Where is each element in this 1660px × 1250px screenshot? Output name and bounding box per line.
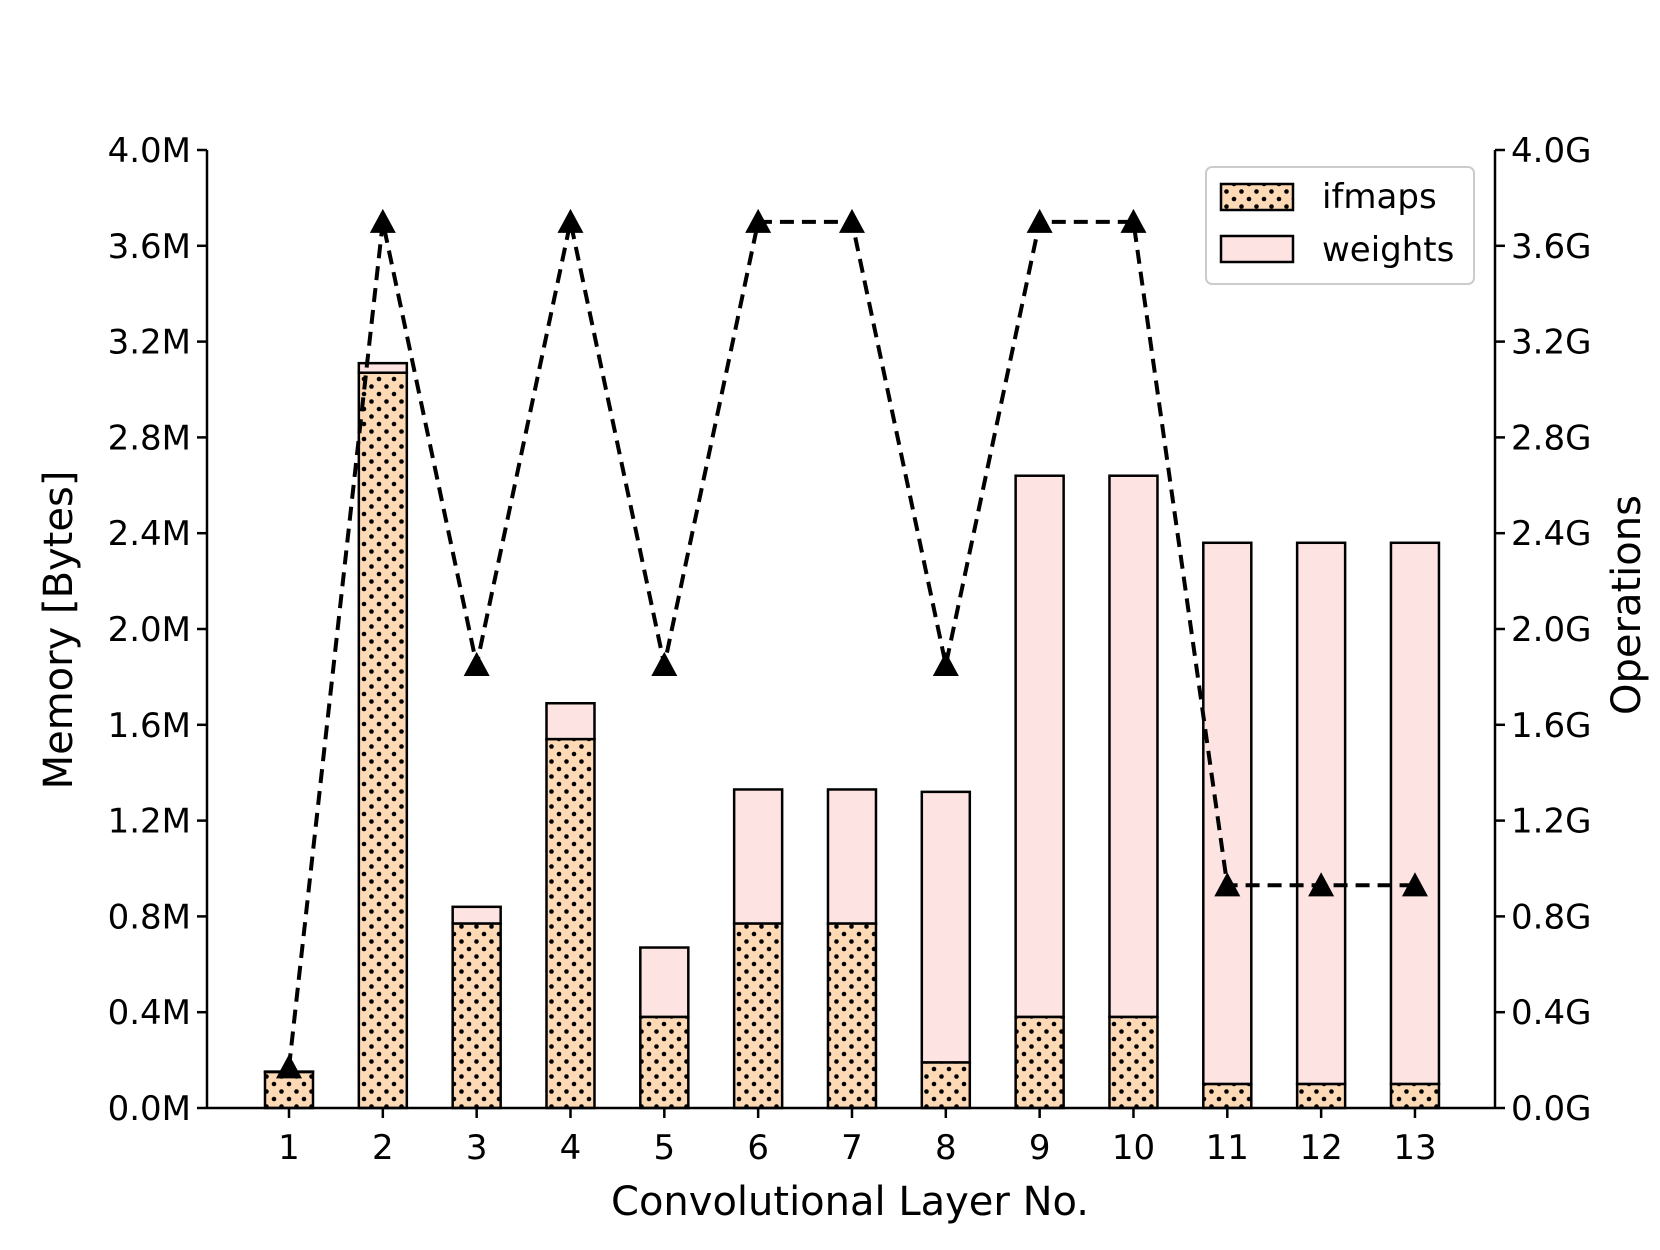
x-tick-label: 10 (1112, 1128, 1155, 1168)
x-tick-label: 6 (747, 1128, 769, 1168)
bar-ifmaps-layer-6 (734, 924, 782, 1108)
y-tick-label: 1.6M (108, 706, 191, 746)
legend: ifmaps weights (1206, 167, 1474, 284)
y2-tick-label: 2.0G (1511, 610, 1591, 650)
bar-ifmaps-layer-8 (922, 1062, 970, 1108)
x-tick-label: 5 (653, 1128, 675, 1168)
y-tick-label: 0.8M (108, 897, 191, 937)
x-tick-label: 3 (466, 1128, 488, 1168)
bar-ifmaps-layer-4 (546, 739, 594, 1108)
bar-weights-layer-4 (546, 703, 594, 739)
bar-ifmaps-layer-11 (1203, 1084, 1251, 1108)
bar-ifmaps-layer-10 (1109, 1017, 1157, 1108)
x-tick-label: 2 (372, 1128, 394, 1168)
y2-tick-label: 3.2G (1511, 323, 1591, 363)
operations-marker-layer-5 (651, 652, 677, 676)
bar-ifmaps-layer-13 (1391, 1084, 1439, 1108)
legend-label-ifmaps: ifmaps (1322, 177, 1437, 217)
bar-ifmaps-layer-7 (828, 924, 876, 1108)
legend-swatch-ifmaps (1221, 184, 1293, 210)
y-tick-label: 1.2M (108, 802, 191, 842)
x-tick-label: 4 (560, 1128, 582, 1168)
x-tick-label: 12 (1299, 1128, 1342, 1168)
bars-layer (265, 363, 1439, 1108)
y-tick-label: 3.6M (108, 227, 191, 267)
bar-ifmaps-layer-5 (640, 1017, 688, 1108)
operations-marker-layer-2 (370, 209, 396, 233)
bar-weights-layer-13 (1391, 543, 1439, 1084)
operations-marker-layer-1 (276, 1054, 302, 1078)
y2-tick-label: 4.0G (1511, 131, 1591, 171)
bar-weights-layer-9 (1016, 476, 1064, 1017)
x-tick-label: 8 (935, 1128, 957, 1168)
bar-weights-layer-7 (828, 789, 876, 923)
x-tick-label: 9 (1029, 1128, 1051, 1168)
x-tick-label: 11 (1206, 1128, 1249, 1168)
bar-weights-layer-6 (734, 789, 782, 923)
y-tick-label: 2.0M (108, 610, 191, 650)
legend-label-weights: weights (1322, 230, 1454, 270)
bar-weights-layer-10 (1109, 476, 1157, 1017)
bar-weights-layer-5 (640, 948, 688, 1017)
y2-tick-label: 1.6G (1511, 706, 1591, 746)
bar-weights-layer-8 (922, 792, 970, 1063)
bar-weights-layer-11 (1203, 543, 1251, 1084)
x-tick-label: 13 (1393, 1128, 1436, 1168)
bar-weights-layer-12 (1297, 543, 1345, 1084)
operations-marker-layer-9 (1027, 209, 1053, 233)
y-tick-label: 4.0M (108, 131, 191, 171)
operations-marker-layer-3 (464, 652, 490, 676)
operations-marker-layer-8 (933, 652, 959, 676)
y2-tick-label: 0.4G (1511, 993, 1591, 1033)
y2-tick-label: 2.8G (1511, 418, 1591, 458)
bar-weights-layer-3 (453, 907, 501, 924)
y2-tick-label: 0.0G (1511, 1089, 1591, 1129)
y-tick-label: 2.4M (108, 514, 191, 554)
y-axis-label: Memory [Bytes] (36, 471, 82, 790)
y2-tick-label: 2.4G (1511, 514, 1591, 554)
y2-axis-label: Operations (1604, 495, 1650, 715)
y-tick-label: 2.8M (108, 418, 191, 458)
y-tick-label: 0.4M (108, 993, 191, 1033)
x-tick-label: 7 (841, 1128, 863, 1168)
bar-ifmaps-layer-9 (1016, 1017, 1064, 1108)
bar-ifmaps-layer-12 (1297, 1084, 1345, 1108)
y2-tick-label: 1.2G (1511, 802, 1591, 842)
y-tick-label: 3.2M (108, 323, 191, 363)
legend-swatch-weights (1221, 236, 1293, 262)
x-tick-label: 1 (278, 1128, 300, 1168)
y-tick-label: 0.0M (108, 1089, 191, 1129)
bar-ifmaps-layer-3 (453, 924, 501, 1108)
y2-tick-label: 3.6G (1511, 227, 1591, 267)
y2-tick-label: 0.8G (1511, 897, 1591, 937)
operations-marker-layer-7 (839, 209, 865, 233)
bar-ifmaps-layer-2 (359, 373, 407, 1108)
x-axis-label: Convolutional Layer No. (611, 1179, 1089, 1225)
operations-marker-layer-4 (557, 209, 583, 233)
